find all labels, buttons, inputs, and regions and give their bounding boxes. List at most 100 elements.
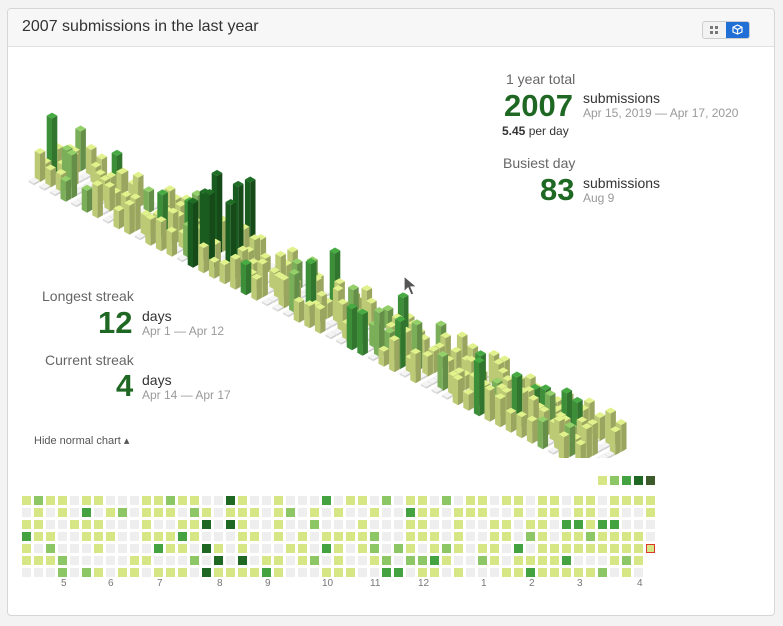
heatmap-day-cell[interactable] xyxy=(130,508,139,517)
heatmap-day-cell[interactable] xyxy=(562,532,571,541)
iso-day-bar[interactable] xyxy=(177,254,188,263)
heatmap-day-cell[interactable] xyxy=(118,496,127,505)
iso-day-bar[interactable] xyxy=(592,456,603,458)
heatmap-day-cell[interactable] xyxy=(346,532,355,541)
heatmap-day-cell[interactable] xyxy=(298,556,307,565)
heatmap-day-cell[interactable] xyxy=(550,508,559,517)
heatmap-day-cell[interactable] xyxy=(634,532,643,541)
heatmap-day-cell[interactable] xyxy=(346,556,355,565)
heatmap-day-cell[interactable] xyxy=(322,568,331,577)
heatmap-day-cell[interactable] xyxy=(646,508,655,517)
heatmap-day-cell[interactable] xyxy=(226,520,235,529)
heatmap-day-cell[interactable] xyxy=(34,544,43,553)
heatmap-day-cell[interactable] xyxy=(490,556,499,565)
heatmap-day-cell[interactable] xyxy=(442,556,451,565)
heatmap-day-cell[interactable] xyxy=(346,520,355,529)
heatmap-day-cell[interactable] xyxy=(574,556,583,565)
heatmap-day-cell[interactable] xyxy=(106,520,115,529)
heatmap-day-cell[interactable] xyxy=(586,520,595,529)
heatmap-day-cell[interactable] xyxy=(94,544,103,553)
heatmap-day-cell[interactable] xyxy=(202,532,211,541)
heatmap-day-cell[interactable] xyxy=(346,496,355,505)
heatmap-day-cell[interactable] xyxy=(346,544,355,553)
heatmap-day-cell[interactable] xyxy=(106,544,115,553)
heatmap-day-cell[interactable] xyxy=(382,556,391,565)
heatmap-day-cell[interactable] xyxy=(622,520,631,529)
iso-day-bar[interactable] xyxy=(166,226,178,257)
heatmap-day-cell[interactable] xyxy=(238,568,247,577)
heatmap-day-cell[interactable] xyxy=(34,556,43,565)
heatmap-day-cell[interactable] xyxy=(34,508,43,517)
heatmap-day-cell[interactable] xyxy=(118,556,127,565)
heatmap-day-cell[interactable] xyxy=(562,556,571,565)
heatmap-day-cell[interactable] xyxy=(442,532,451,541)
heatmap-day-cell[interactable] xyxy=(142,496,151,505)
heatmap-day-cell[interactable] xyxy=(214,568,223,577)
heatmap-day-cell[interactable] xyxy=(358,568,367,577)
heatmap-day-cell[interactable] xyxy=(70,520,79,529)
heatmap-day-cell[interactable] xyxy=(286,496,295,505)
heatmap-day-cell[interactable] xyxy=(514,496,523,505)
heatmap-day-cell[interactable] xyxy=(634,508,643,517)
heatmap-day-cell[interactable] xyxy=(82,532,91,541)
iso-day-bar[interactable] xyxy=(420,380,432,389)
heatmap-day-cell[interactable] xyxy=(106,532,115,541)
heatmap-day-cell[interactable] xyxy=(598,496,607,505)
heatmap-day-cell[interactable] xyxy=(406,508,415,517)
heatmap-day-cell[interactable] xyxy=(526,520,535,529)
heatmap-day-cell[interactable] xyxy=(346,508,355,517)
heatmap-day-cell[interactable] xyxy=(382,532,391,541)
heatmap-day-cell[interactable] xyxy=(418,496,427,505)
heatmap-day-cell[interactable] xyxy=(286,544,295,553)
heatmap-day-cell[interactable] xyxy=(574,568,583,577)
iso-day-bar[interactable] xyxy=(251,273,262,301)
heatmap-day-cell[interactable] xyxy=(310,544,319,553)
iso-day-bar[interactable] xyxy=(134,232,146,241)
heatmap-day-cell[interactable] xyxy=(634,496,643,505)
heatmap-day-cell[interactable] xyxy=(478,508,487,517)
heatmap-day-cell[interactable] xyxy=(466,520,475,529)
heatmap-day-cell[interactable] xyxy=(274,508,283,517)
heatmap-day-cell[interactable] xyxy=(190,520,199,529)
heatmap-day-cell[interactable] xyxy=(406,568,415,577)
heatmap-day-cell[interactable] xyxy=(478,496,487,505)
heatmap-day-cell[interactable] xyxy=(94,568,103,577)
iso-day-bar[interactable] xyxy=(304,300,315,329)
heatmap-day-cell[interactable] xyxy=(322,496,331,505)
heatmap-day-cell[interactable] xyxy=(562,568,571,577)
heatmap-day-cell[interactable] xyxy=(214,496,223,505)
heatmap-day-cell[interactable] xyxy=(538,520,547,529)
heatmap-day-cell[interactable] xyxy=(370,532,379,541)
heatmap-day-cell[interactable] xyxy=(106,556,115,565)
heatmap-day-cell[interactable] xyxy=(154,556,163,565)
heatmap-day-cell[interactable] xyxy=(526,532,535,541)
heatmap-day-cell[interactable] xyxy=(430,520,439,529)
heatmap-day-cell[interactable] xyxy=(538,532,547,541)
iso-day-bar[interactable] xyxy=(336,336,347,345)
heatmap-day-cell[interactable] xyxy=(538,556,547,565)
heatmap-day-cell[interactable] xyxy=(202,544,211,553)
heatmap-day-cell[interactable] xyxy=(634,544,643,553)
heatmap-day-cell[interactable] xyxy=(94,508,103,517)
heatmap-day-cell[interactable] xyxy=(274,520,283,529)
heatmap-day-cell[interactable] xyxy=(34,568,43,577)
heatmap-day-cell[interactable] xyxy=(202,556,211,565)
heatmap-day-cell[interactable] xyxy=(70,568,79,577)
heatmap-day-cell[interactable] xyxy=(130,532,139,541)
heatmap-day-cell[interactable] xyxy=(370,508,379,517)
heatmap-day-cell[interactable] xyxy=(478,532,487,541)
heatmap-day-cell[interactable] xyxy=(334,508,343,517)
heatmap-day-cell[interactable] xyxy=(454,556,463,565)
heatmap-day-cell[interactable] xyxy=(502,568,511,577)
heatmap-day-cell[interactable] xyxy=(370,544,379,553)
iso-day-bar[interactable] xyxy=(495,393,506,428)
heatmap-day-cell[interactable] xyxy=(310,496,319,505)
heatmap-day-cell[interactable] xyxy=(574,508,583,517)
heatmap-day-cell[interactable] xyxy=(154,532,163,541)
heatmap-day-cell[interactable] xyxy=(394,496,403,505)
heatmap-day-cell[interactable] xyxy=(226,496,235,505)
heatmap-day-cell[interactable] xyxy=(418,544,427,553)
heatmap-day-cell[interactable] xyxy=(82,568,91,577)
heatmap-day-cell[interactable] xyxy=(298,544,307,553)
heatmap-day-cell[interactable] xyxy=(610,556,619,565)
